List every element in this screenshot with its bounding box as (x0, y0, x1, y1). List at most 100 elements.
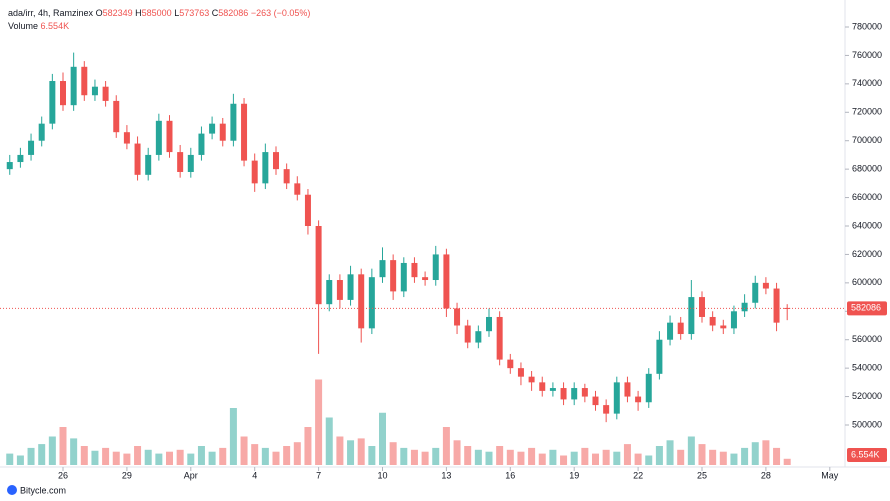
candle-body (177, 152, 184, 172)
y-tick-label: 500000 (852, 419, 882, 429)
candle-body (528, 376, 535, 383)
candle-body (730, 311, 737, 329)
volume-bar (123, 453, 131, 465)
candle-body (17, 154, 24, 163)
candle-body (496, 316, 503, 360)
candle-body (81, 66, 88, 96)
candle-body (209, 123, 216, 134)
volume-bar (698, 444, 706, 465)
volume-bar (272, 451, 280, 465)
candle-body (422, 277, 429, 281)
volume-bar (570, 451, 578, 465)
volume-bar (336, 436, 344, 465)
y-tick-label: 700000 (852, 135, 882, 145)
volume-marker-bg (847, 448, 887, 462)
candle-body (464, 325, 471, 343)
candle-body (262, 152, 269, 184)
candle-body (187, 154, 194, 172)
candle-body (6, 162, 13, 170)
volume-bar (506, 449, 514, 465)
volume-bar (581, 447, 589, 465)
volume-bar (560, 455, 568, 465)
candle-body (315, 226, 322, 305)
volume-bar (197, 446, 205, 465)
candle-body (517, 368, 524, 377)
volume-bar (687, 436, 695, 465)
candle-body (347, 274, 354, 300)
o-value: 582349 (102, 8, 133, 18)
volume-bar (421, 451, 429, 465)
candle-body (741, 302, 748, 312)
y-tick-label: 520000 (852, 391, 882, 401)
volume-bar (389, 442, 397, 465)
candle-body (699, 297, 705, 317)
y-tick-label: 680000 (852, 164, 882, 174)
volume-bar (251, 444, 259, 465)
candle-body (688, 297, 695, 335)
volume-bar (613, 451, 621, 465)
candle-body (155, 120, 162, 155)
y-tick-label: 720000 (852, 107, 882, 117)
candle-body (571, 388, 578, 400)
c-label: C (211, 8, 219, 18)
y-tick-label: 620000 (852, 249, 882, 259)
volume-bar (27, 447, 35, 465)
candle-body (70, 66, 77, 106)
volume-bar (134, 446, 142, 465)
candle-body (145, 154, 152, 175)
volume-bar (623, 444, 631, 465)
price-marker-bg (847, 301, 887, 316)
volume-bar (70, 438, 78, 465)
x-tick-label: 7 (316, 470, 321, 480)
candle-body (773, 288, 780, 323)
volume-bar (762, 440, 770, 465)
candle-body (624, 382, 631, 397)
volume-bar (474, 449, 482, 465)
candle-body (475, 331, 482, 343)
candle-body (720, 325, 727, 329)
volume-bar (634, 453, 642, 465)
x-tick-label: 28 (761, 470, 771, 480)
volume-bar (347, 440, 355, 465)
candle-body (443, 254, 450, 309)
candle-body (283, 169, 290, 184)
candle-body (113, 100, 120, 133)
volume-value: 6.554K (40, 21, 70, 31)
volume-bar (379, 412, 386, 465)
volume-bar (751, 442, 759, 465)
volume-bar (677, 449, 685, 465)
change: −263 (−0.05%) (250, 8, 311, 18)
volume-bar (730, 453, 738, 465)
volume-bar (773, 447, 781, 465)
volume-bar (538, 453, 546, 465)
volume-bar (709, 449, 717, 465)
candle-body (251, 160, 258, 184)
volume-bar (176, 449, 184, 465)
candle-body (454, 308, 461, 326)
volume-bar (229, 408, 237, 465)
volume-bar (464, 446, 472, 465)
candle-body (273, 152, 279, 170)
x-tick-label: 26 (58, 470, 68, 480)
price-marker: 582086 (851, 303, 881, 313)
candle-body (762, 282, 769, 289)
candle-body (123, 132, 130, 144)
volume-bar (187, 453, 195, 465)
x-tick-label: 19 (569, 470, 579, 480)
x-tick-label: 25 (697, 470, 707, 480)
candle-body (60, 81, 66, 106)
watermark: Bitycle.com (20, 485, 66, 495)
y-tick-label: 540000 (852, 363, 882, 373)
symbol: ada/irr, 4h, Ramzinex (8, 8, 94, 18)
header-line: ada/irr, 4h, Ramzinex O582349 H585000 L5… (8, 7, 310, 20)
candle-body (656, 339, 663, 374)
candle-body (241, 103, 248, 161)
candle-body (326, 280, 333, 305)
candle-body (411, 262, 418, 278)
volume-bar (496, 446, 504, 465)
volume-bar (219, 447, 227, 465)
volume-marker: 6.554K (851, 449, 880, 459)
x-tick-label: 13 (441, 470, 451, 480)
